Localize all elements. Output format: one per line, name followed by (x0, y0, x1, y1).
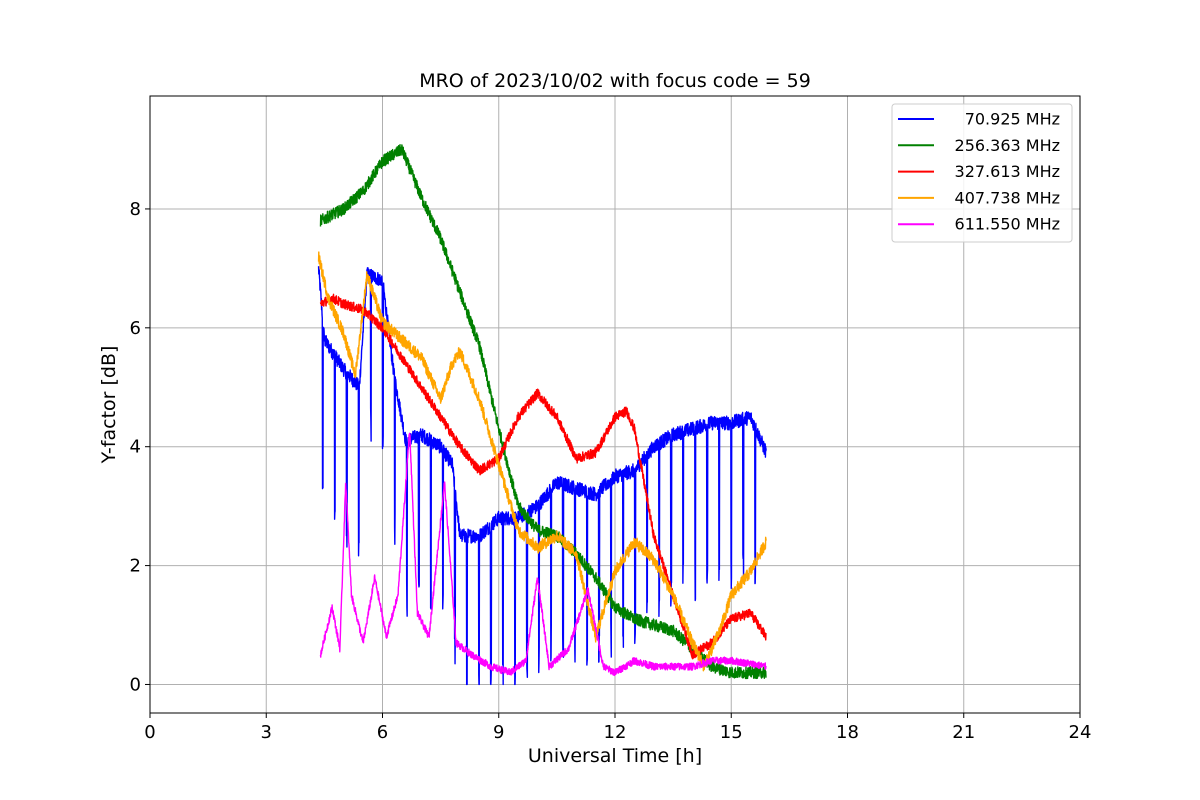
series-line-1 (317, 266, 767, 686)
x-axis-label: Universal Time [h] (528, 745, 702, 767)
y-axis: 0 2 4 6 8 (130, 199, 150, 695)
legend-box (891, 103, 1073, 243)
legend: 70.925 MHz 256.363 MHz 327.613 MHz 407.738 … (891, 103, 1073, 243)
series-line-5 (319, 432, 767, 677)
y-tick-label: 4 (130, 437, 141, 458)
legend-label-2: 256.363 MHz (955, 136, 1060, 155)
y-tick-label: 8 (130, 199, 141, 220)
x-tick-label: 9 (493, 722, 504, 743)
x-tick-label: 21 (952, 722, 975, 743)
legend-label-1: 70.925 MHz (965, 110, 1060, 129)
x-tick-label: 24 (1069, 722, 1092, 743)
x-tick-label: 0 (144, 722, 155, 743)
x-tick-label: 3 (261, 722, 272, 743)
y-tick-label: 6 (130, 318, 141, 339)
x-axis: 0 3 6 9 12 15 18 21 24 (144, 713, 1091, 743)
series-group (317, 144, 767, 686)
x-tick-label: 18 (836, 722, 859, 743)
legend-label-5: 611.550 MHz (955, 215, 1060, 234)
chart-title: MRO of 2023/10/02 with focus code = 59 (419, 70, 811, 92)
series-line-4 (317, 251, 767, 672)
series-line-3 (319, 293, 767, 660)
legend-label-3: 327.613 MHz (955, 162, 1060, 181)
legend-label-4: 407.738 MHz (955, 188, 1060, 207)
x-tick-label: 12 (604, 722, 627, 743)
y-tick-label: 2 (130, 556, 141, 577)
y-axis-label: Y-factor [dB] (98, 346, 120, 465)
x-tick-label: 6 (377, 722, 388, 743)
x-tick-label: 15 (720, 722, 743, 743)
y-tick-label: 0 (130, 674, 141, 695)
